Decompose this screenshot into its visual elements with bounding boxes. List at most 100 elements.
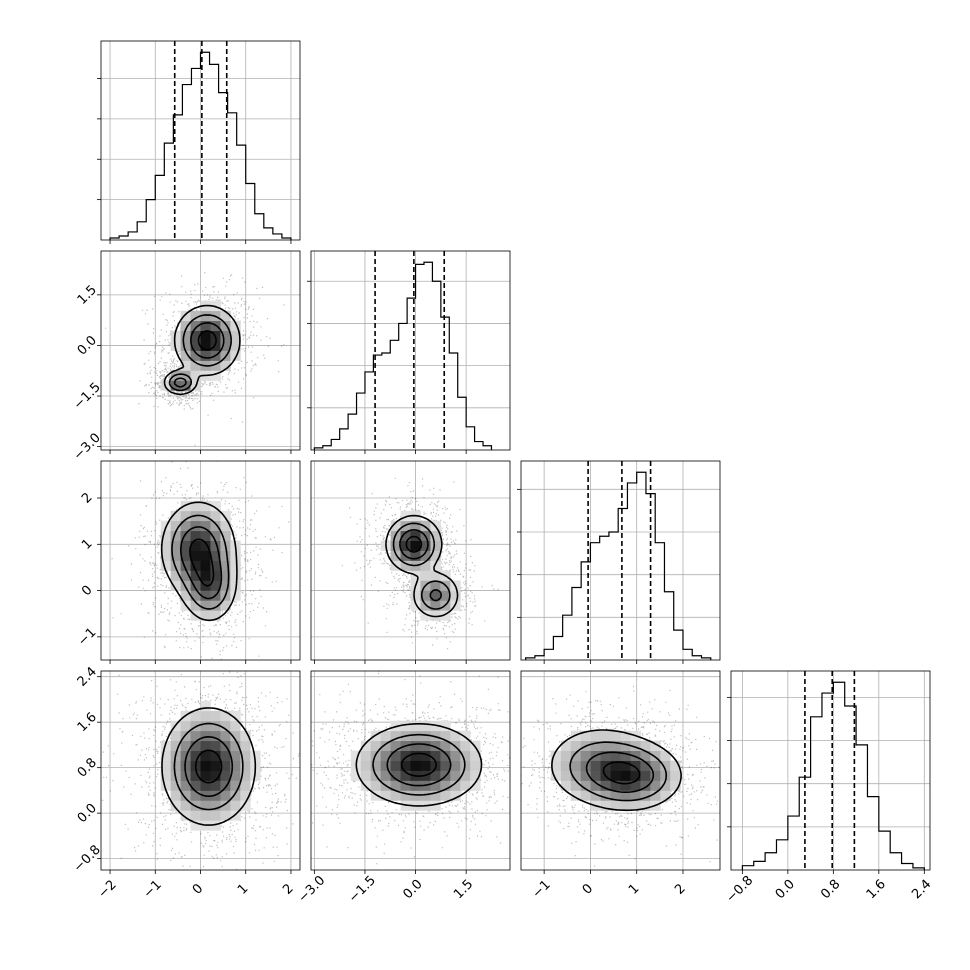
density-cell <box>210 720 221 732</box>
density-cell <box>390 550 401 561</box>
density-cell <box>640 760 651 771</box>
density-cell <box>400 530 411 541</box>
density-cell <box>220 760 231 771</box>
density-cell <box>410 540 421 551</box>
density-cell <box>650 790 661 801</box>
density-cell <box>580 750 592 761</box>
density-cell <box>210 740 221 751</box>
density-cell <box>220 600 231 611</box>
density-cell <box>220 810 231 821</box>
density-cell <box>190 770 201 781</box>
density-cell <box>450 780 461 791</box>
density-cell <box>200 750 211 761</box>
density-cell <box>240 730 251 742</box>
density-cell <box>190 740 201 751</box>
density-cell <box>420 570 431 581</box>
density-cell <box>210 600 221 611</box>
density-cell <box>380 790 391 801</box>
density-cell <box>220 770 231 781</box>
density-cell <box>620 750 631 761</box>
density-cell <box>210 540 221 551</box>
panel-frame <box>730 670 931 871</box>
density-cell <box>190 600 201 611</box>
density-cell <box>380 770 391 781</box>
density-cell <box>230 740 241 751</box>
density-cell <box>560 750 572 761</box>
density-cell <box>430 580 441 591</box>
density-cell <box>630 770 641 781</box>
density-cell <box>190 560 201 571</box>
density-cell <box>420 720 431 732</box>
density-cell <box>410 720 421 732</box>
density-cell <box>400 750 411 761</box>
density-cell <box>190 820 201 831</box>
density-cell <box>570 750 582 761</box>
density-cell <box>200 710 211 722</box>
density-cell <box>580 780 592 791</box>
density-cell <box>610 790 621 801</box>
density-cell <box>590 790 601 801</box>
density-cell <box>470 780 481 791</box>
density-cell <box>570 780 582 791</box>
density-cell <box>390 740 401 751</box>
density-cell <box>600 750 611 761</box>
density-cell <box>160 780 172 791</box>
contour-line <box>160 501 238 622</box>
density-cell <box>190 590 201 601</box>
density-cell <box>440 590 451 601</box>
density-cell <box>240 790 251 801</box>
density-cell <box>190 790 201 801</box>
scatter-panel-0-1: −3.0−1.50.01.5 <box>71 250 301 463</box>
density-cell <box>200 350 211 361</box>
x-tick-label: −1 <box>530 877 554 901</box>
density-cell <box>590 770 601 781</box>
x-tick-label: 2.4 <box>909 877 934 902</box>
density-cell <box>390 540 401 551</box>
density-cell <box>210 530 221 541</box>
density-cell <box>200 520 211 532</box>
density-cell <box>220 510 231 522</box>
density-cell <box>650 760 661 771</box>
density-cell <box>180 750 191 761</box>
density-cell <box>420 750 431 761</box>
density-cell <box>200 320 211 331</box>
x-tick-label: 0.0 <box>400 877 425 902</box>
scatter-panel-0-3: −0.80.00.81.62.4−2 −1 0 1 2 <box>71 664 301 902</box>
density-cell <box>160 550 172 561</box>
density-cell <box>430 570 441 581</box>
density-cell <box>230 810 241 821</box>
density-cell <box>200 500 211 512</box>
density-cell <box>460 730 471 742</box>
density-cell <box>160 540 172 551</box>
x-tick-label: 0 <box>190 881 206 897</box>
density-cell <box>220 710 231 722</box>
density-cell <box>400 790 411 801</box>
density-cell <box>610 770 621 781</box>
density-cell <box>440 720 451 732</box>
scatter-panel-1-2 <box>310 460 511 664</box>
density-cell <box>460 740 471 751</box>
density-cell <box>380 740 391 751</box>
density-cell <box>170 800 181 811</box>
density-cell <box>210 340 221 351</box>
density-cell <box>640 790 651 801</box>
density-cell <box>610 730 621 742</box>
x-tick-label: 0 <box>580 881 596 897</box>
density-cell <box>610 740 621 751</box>
density-cell <box>580 770 592 781</box>
density-cell <box>630 750 641 761</box>
density-cell <box>570 790 582 801</box>
density-cell <box>570 740 582 751</box>
density-cell <box>400 720 411 732</box>
density-cell <box>430 550 441 561</box>
density-cell <box>410 740 421 751</box>
density-cell <box>430 740 441 751</box>
density-cell <box>370 790 382 801</box>
density-cell <box>220 330 231 341</box>
density-cell <box>180 800 191 811</box>
density-cell <box>200 720 211 732</box>
density-cell <box>180 350 191 361</box>
density-cell <box>560 760 572 771</box>
density-cell <box>220 550 231 561</box>
